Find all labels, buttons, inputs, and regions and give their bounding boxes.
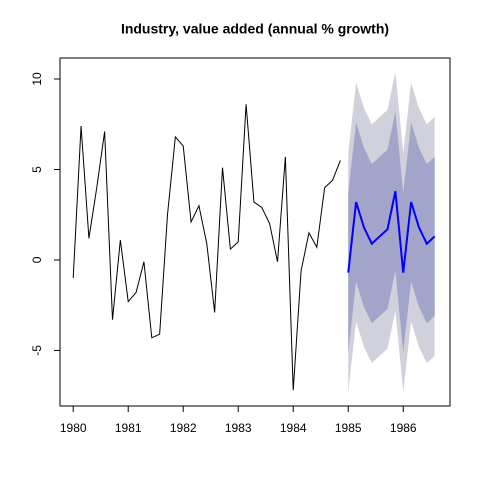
- y-tick-label: 0: [30, 256, 44, 263]
- forecast-line: [347, 190, 436, 273]
- x-tick-label: 1981: [115, 421, 142, 435]
- x-tick-label: 1983: [225, 421, 252, 435]
- x-tick-label: 1984: [280, 421, 307, 435]
- x-tick-label: 1985: [335, 421, 362, 435]
- history-line: [72, 104, 341, 391]
- y-tick-label: 5: [30, 166, 44, 173]
- forecast-band: [348, 111, 435, 353]
- x-tick-label: 1980: [60, 421, 87, 435]
- x-tick-label: 1986: [390, 421, 417, 435]
- y-tick-label: 10: [30, 72, 44, 86]
- y-tick-label: -5: [30, 345, 44, 356]
- chart-title: Industry, value added (annual % growth): [121, 21, 389, 37]
- x-tick-label: 1982: [170, 421, 197, 435]
